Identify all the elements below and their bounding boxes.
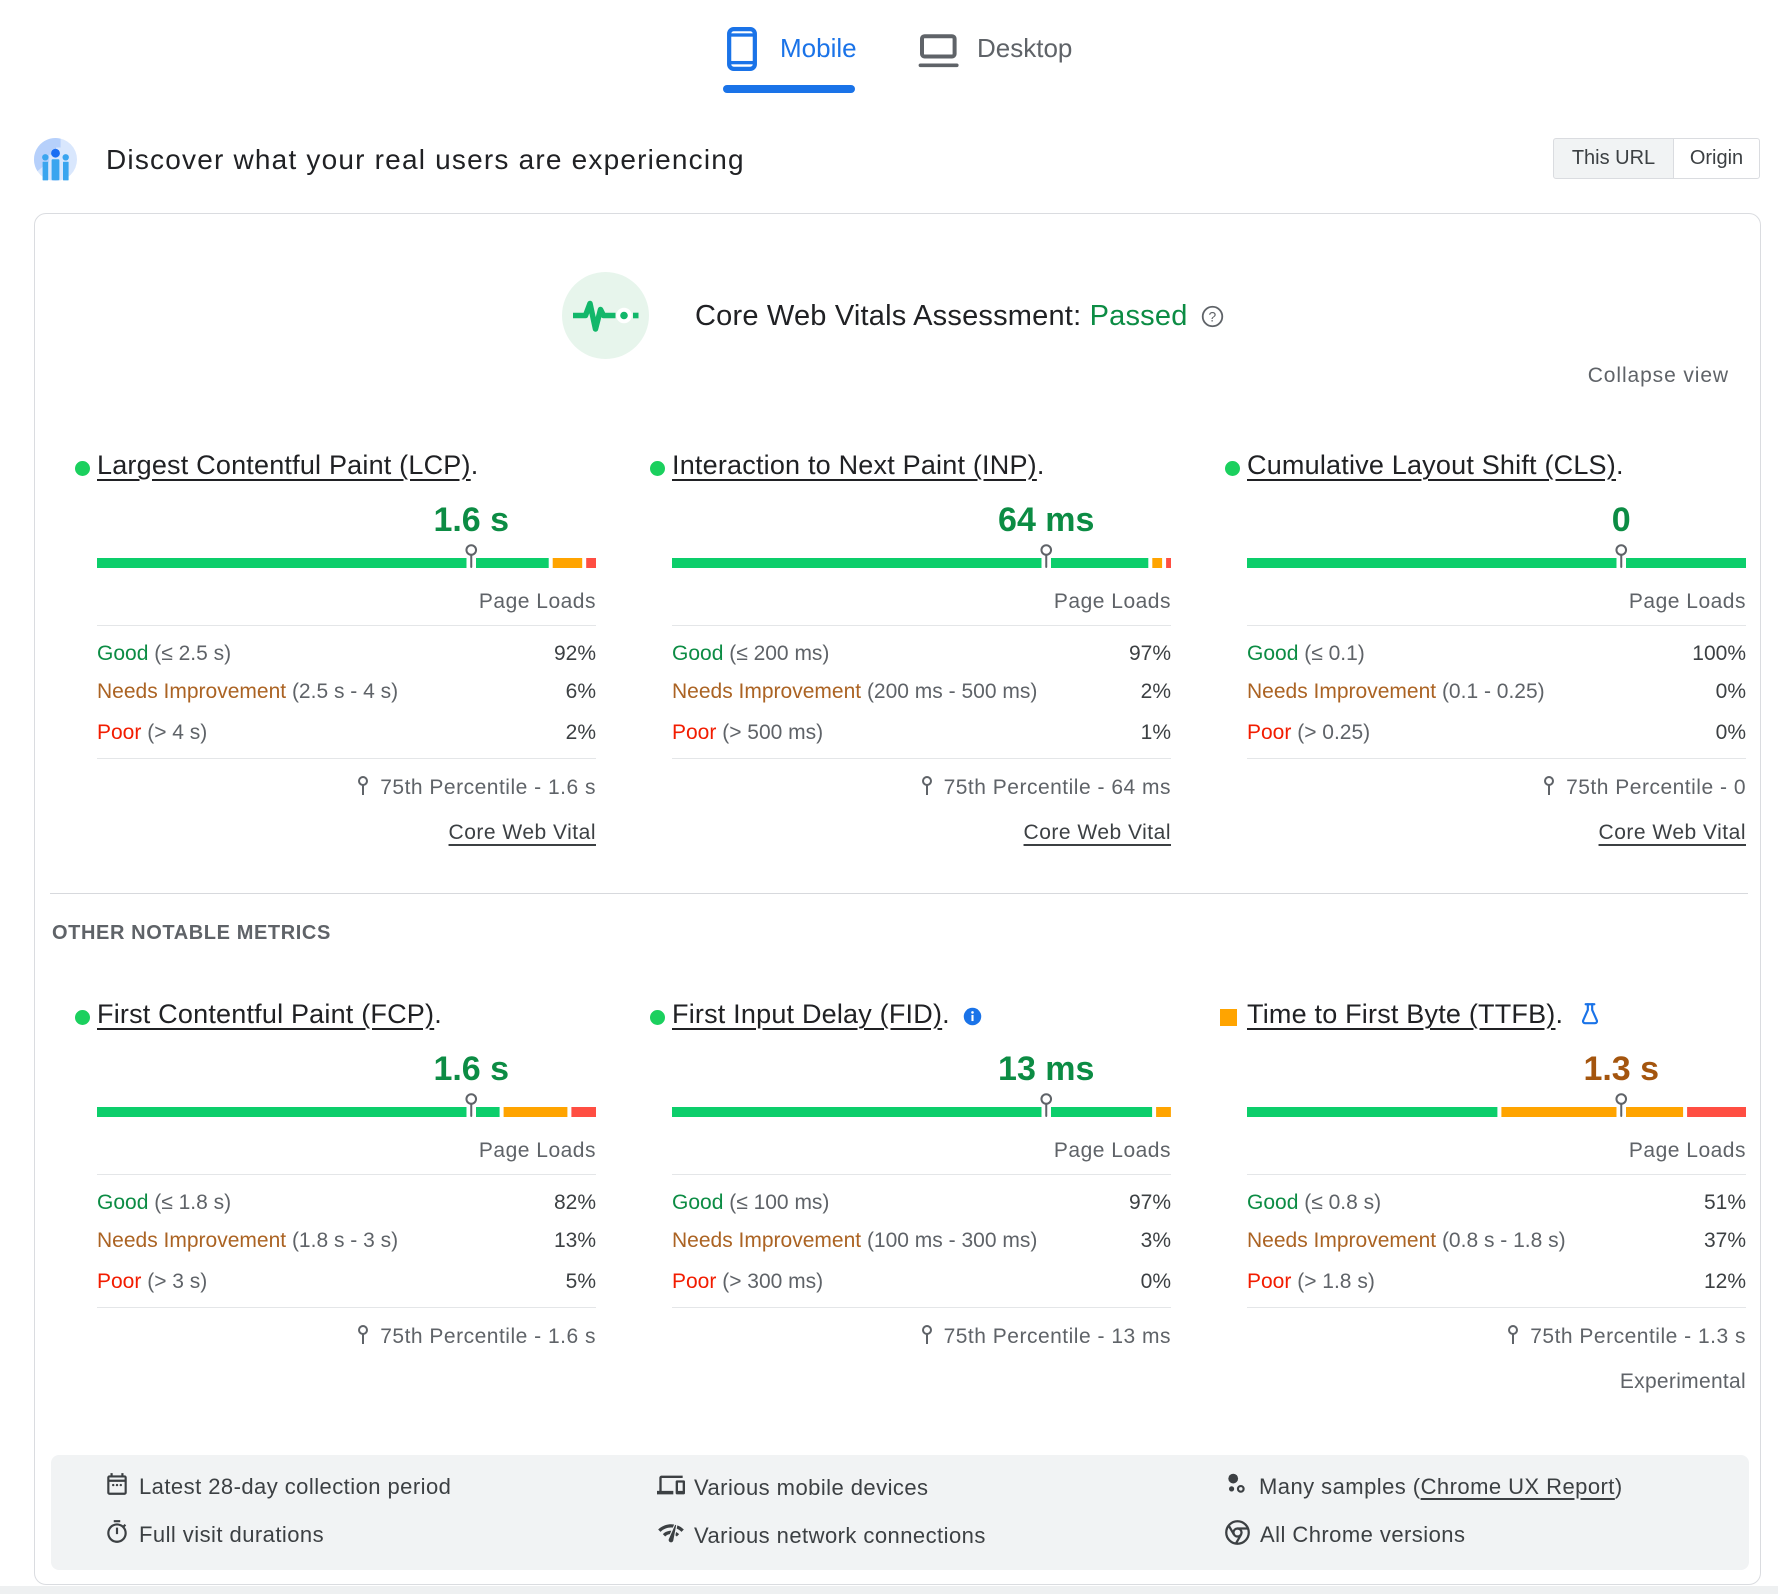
svg-text:?: ?	[1208, 308, 1216, 324]
